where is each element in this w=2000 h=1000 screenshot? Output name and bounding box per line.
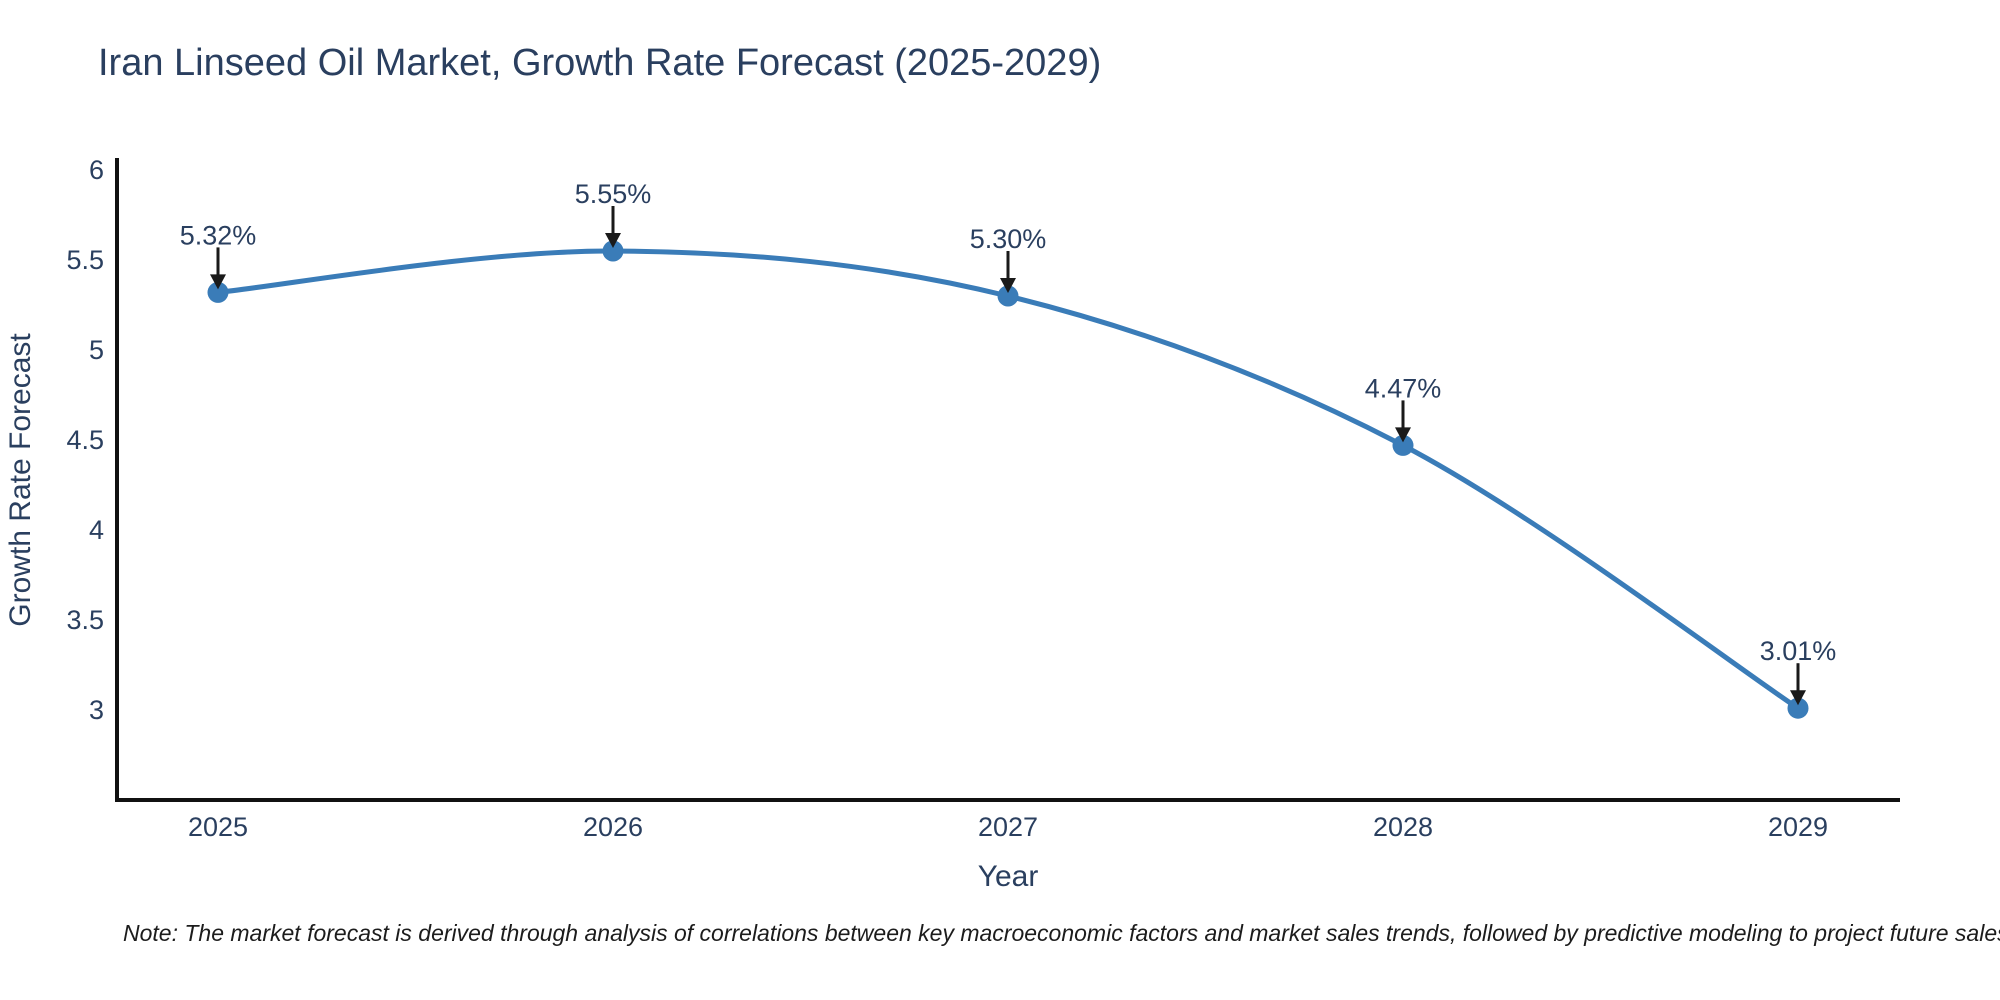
annotation-label: 5.55% xyxy=(575,179,652,209)
annotation-label: 5.30% xyxy=(970,224,1047,254)
annotation-label: 3.01% xyxy=(1760,636,1837,666)
x-tick-label: 2025 xyxy=(188,812,248,842)
y-tick-label: 5 xyxy=(89,335,104,365)
annotation-arrowhead xyxy=(605,233,621,248)
annotation-label: 5.32% xyxy=(180,220,257,250)
annotation-arrowhead xyxy=(1000,278,1016,293)
y-axis-title: Growth Rate Forecast xyxy=(4,333,37,627)
data-point-marker xyxy=(1392,434,1414,456)
annotation-arrowhead xyxy=(1395,427,1411,443)
x-tick-label: 2027 xyxy=(978,812,1038,842)
y-tick-label: 6 xyxy=(89,155,104,185)
annotation-label: 4.47% xyxy=(1365,373,1442,403)
data-point-marker xyxy=(997,285,1019,307)
y-tick-label: 5.5 xyxy=(66,245,104,275)
x-tick-label: 2029 xyxy=(1768,812,1828,842)
y-tick-label: 4 xyxy=(89,515,104,545)
footnote: Note: The market forecast is derived thr… xyxy=(123,920,2000,946)
data-point-marker xyxy=(602,240,624,262)
x-tick-label: 2026 xyxy=(583,812,643,842)
y-tick-label: 3 xyxy=(89,695,104,725)
forecast-line xyxy=(217,248,1800,711)
x-axis-title: Year xyxy=(978,860,1039,893)
x-tick-label: 2028 xyxy=(1373,812,1433,842)
annotation-arrowhead xyxy=(1790,690,1806,706)
y-tick-label: 4.5 xyxy=(66,425,104,455)
annotation-arrowhead xyxy=(210,274,226,290)
y-tick-label: 3.5 xyxy=(66,605,104,635)
data-point-marker xyxy=(207,281,229,303)
data-point-marker xyxy=(1787,697,1809,719)
chart-title: Iran Linseed Oil Market, Growth Rate For… xyxy=(98,42,1102,84)
